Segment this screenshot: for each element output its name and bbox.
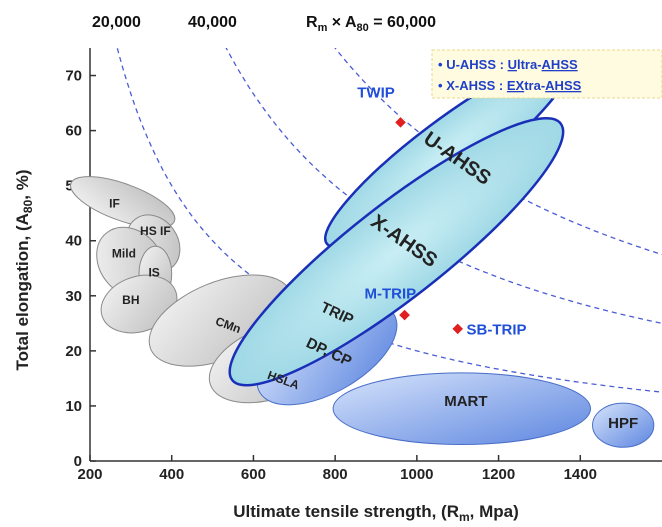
region-label-is: IS <box>148 266 159 280</box>
iso-curve-20000 <box>116 48 662 393</box>
iso-formula-label: Rm × A80 = 60,000 <box>306 14 436 34</box>
x-tick-label: 400 <box>159 466 184 483</box>
x-tick-label: 1400 <box>564 466 597 483</box>
x-tick-label: 1000 <box>400 466 433 483</box>
data-points: TWIP M-TRIP SB-TRIP <box>357 85 526 339</box>
point-label-m-trip: M-TRIP <box>364 286 416 303</box>
iso-label-20000: 20,000 <box>92 14 141 31</box>
y-tick-label: 10 <box>65 398 82 415</box>
y-tick-label: 40 <box>65 233 82 250</box>
region-label-if: IF <box>109 197 120 211</box>
iso-curve-labels: 20,000 40,000 Rm × A80 = 60,000 <box>92 14 436 34</box>
iso-label-40000: 40,000 <box>188 14 237 31</box>
x-tick-label: 600 <box>241 466 266 483</box>
region-x-ahss <box>228 117 565 387</box>
point-label-sb-trip: SB-TRIP <box>467 321 527 338</box>
region-label-mild: Mild <box>112 246 136 260</box>
legend-item-x-ahss: • X-AHSS : EXtra-AHSS <box>438 78 582 93</box>
x-tick-label: 800 <box>323 466 348 483</box>
y-tick-label: 30 <box>65 288 82 305</box>
legend-item-u-ahss: • U-AHSS : Ultra-AHSS <box>438 57 578 72</box>
legend: • U-AHSS : Ultra-AHSS • X-AHSS : EXtra-A… <box>431 49 662 99</box>
region-label-bh: BH <box>122 293 139 307</box>
y-axis-title: Total elongation, (A80, %) <box>13 170 35 371</box>
y-tick-label: 0 <box>74 453 82 470</box>
x-axis-title: Ultimate tensile strength, (Rm, Mpa) <box>233 502 519 524</box>
region-label-mart: MART <box>444 393 487 410</box>
region-mart <box>332 372 591 445</box>
axes: 200400600800100012001400010203040506070 <box>65 48 662 483</box>
x-tick-label: 200 <box>77 466 102 483</box>
point-twip <box>393 115 408 130</box>
y-tick-label: 20 <box>65 343 82 360</box>
legend-box <box>431 49 662 99</box>
region-label-hpf: HPF <box>608 415 638 432</box>
y-tick-label: 70 <box>65 68 82 85</box>
point-sb-trip <box>451 322 465 336</box>
region-label-hs-if: HS IF <box>140 224 171 238</box>
point-m-trip <box>397 308 412 322</box>
y-tick-label: 60 <box>65 123 82 140</box>
region-hpf <box>592 402 655 448</box>
point-label-twip: TWIP <box>357 85 395 102</box>
x-tick-label: 1200 <box>482 466 515 483</box>
